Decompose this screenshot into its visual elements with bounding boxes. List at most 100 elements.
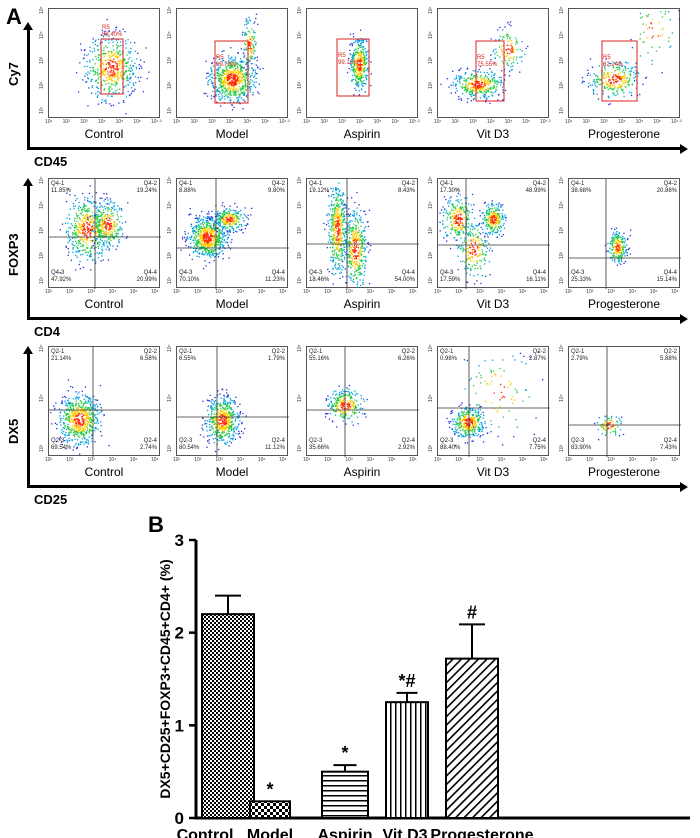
- y-tick-label: 10⁵: [167, 6, 173, 14]
- event-dot: [510, 44, 512, 46]
- event-dot: [340, 198, 342, 200]
- event-dot: [201, 242, 203, 245]
- event-dot: [360, 216, 362, 218]
- gate-r5[interactable]: [475, 40, 505, 102]
- event-dot: [362, 76, 365, 78]
- event-dot: [223, 50, 225, 52]
- event-dot: [90, 222, 92, 224]
- gate-r5[interactable]: [214, 40, 249, 104]
- event-dot: [115, 62, 117, 64]
- event-dot: [221, 95, 223, 97]
- event-dot: [121, 74, 124, 76]
- event-dot: [108, 226, 111, 228]
- event-dot: [221, 221, 224, 223]
- event-dot: [334, 213, 336, 215]
- event-dot: [236, 62, 238, 64]
- event-dot: [118, 102, 120, 104]
- event-dot: [619, 86, 621, 88]
- event-dot: [237, 77, 239, 80]
- event-dot: [249, 20, 252, 22]
- event-dot: [128, 57, 131, 59]
- event-dot: [355, 255, 357, 257]
- event-dot: [198, 227, 200, 229]
- event-dot: [467, 77, 469, 80]
- event-dot: [181, 236, 184, 238]
- gate-r5[interactable]: [336, 38, 370, 97]
- event-dot: [86, 61, 88, 63]
- event-dot: [477, 82, 479, 84]
- event-dot: [198, 256, 200, 258]
- event-dot: [361, 39, 363, 41]
- event-dot: [624, 65, 626, 67]
- event-dot: [200, 230, 202, 232]
- event-dot: [606, 83, 608, 85]
- event-dot: [212, 217, 214, 219]
- event-dot: [453, 78, 456, 80]
- event-dot: [351, 44, 353, 47]
- event-dot: [619, 75, 621, 78]
- event-dot: [234, 71, 236, 74]
- event-dot: [86, 244, 88, 246]
- event-dot: [221, 87, 223, 89]
- event-dot: [467, 98, 469, 100]
- event-dot: [203, 233, 205, 235]
- event-dot: [219, 235, 221, 238]
- event-dot: [126, 79, 128, 81]
- event-dot: [116, 64, 118, 66]
- y-axis-arrow: [27, 28, 30, 148]
- event-dot: [587, 86, 590, 88]
- event-dot: [100, 49, 103, 51]
- event-dot: [122, 28, 124, 30]
- event-dot: [115, 29, 117, 31]
- event-dot: [114, 80, 116, 82]
- event-dot: [495, 90, 497, 92]
- event-dot: [455, 87, 457, 89]
- event-dot: [86, 210, 88, 213]
- event-dot: [238, 81, 240, 83]
- event-dot: [90, 202, 93, 204]
- event-dot: [336, 246, 338, 248]
- event-dot: [96, 231, 98, 233]
- event-dot: [583, 81, 585, 83]
- event-dot: [480, 79, 482, 81]
- event-dot: [228, 78, 230, 80]
- event-dot: [110, 209, 112, 211]
- event-dot: [335, 214, 337, 216]
- event-dot: [99, 238, 102, 240]
- event-dot: [239, 71, 242, 73]
- event-dot: [244, 55, 246, 57]
- event-dot: [352, 228, 354, 230]
- event-dot: [129, 78, 131, 80]
- event-dot: [218, 75, 220, 78]
- event-dot: [460, 97, 462, 100]
- event-dot: [130, 87, 133, 89]
- event-dot: [360, 44, 362, 46]
- event-dot: [92, 228, 94, 230]
- event-dot: [230, 70, 232, 73]
- event-dot: [206, 234, 208, 236]
- gate-r5[interactable]: [601, 40, 638, 102]
- event-dot: [337, 209, 339, 211]
- event-dot: [337, 225, 339, 228]
- event-dot: [214, 213, 216, 215]
- event-dot: [240, 48, 242, 50]
- event-dot: [227, 74, 229, 77]
- event-dot: [355, 256, 358, 259]
- gate-r5[interactable]: [100, 38, 124, 95]
- event-dot: [344, 268, 346, 270]
- event-dot: [353, 63, 355, 65]
- event-dot: [94, 73, 97, 75]
- event-dot: [98, 91, 100, 94]
- event-dot: [243, 49, 245, 51]
- event-dot: [678, 10, 680, 12]
- event-dot: [348, 57, 350, 60]
- event-dot: [353, 60, 355, 62]
- event-dot: [245, 63, 247, 66]
- event-dot: [221, 77, 223, 79]
- event-dot: [226, 90, 228, 93]
- event-dot: [353, 63, 356, 66]
- event-dot: [230, 81, 232, 83]
- event-dot: [212, 90, 214, 93]
- event-dot: [355, 75, 357, 77]
- event-dot: [201, 240, 203, 243]
